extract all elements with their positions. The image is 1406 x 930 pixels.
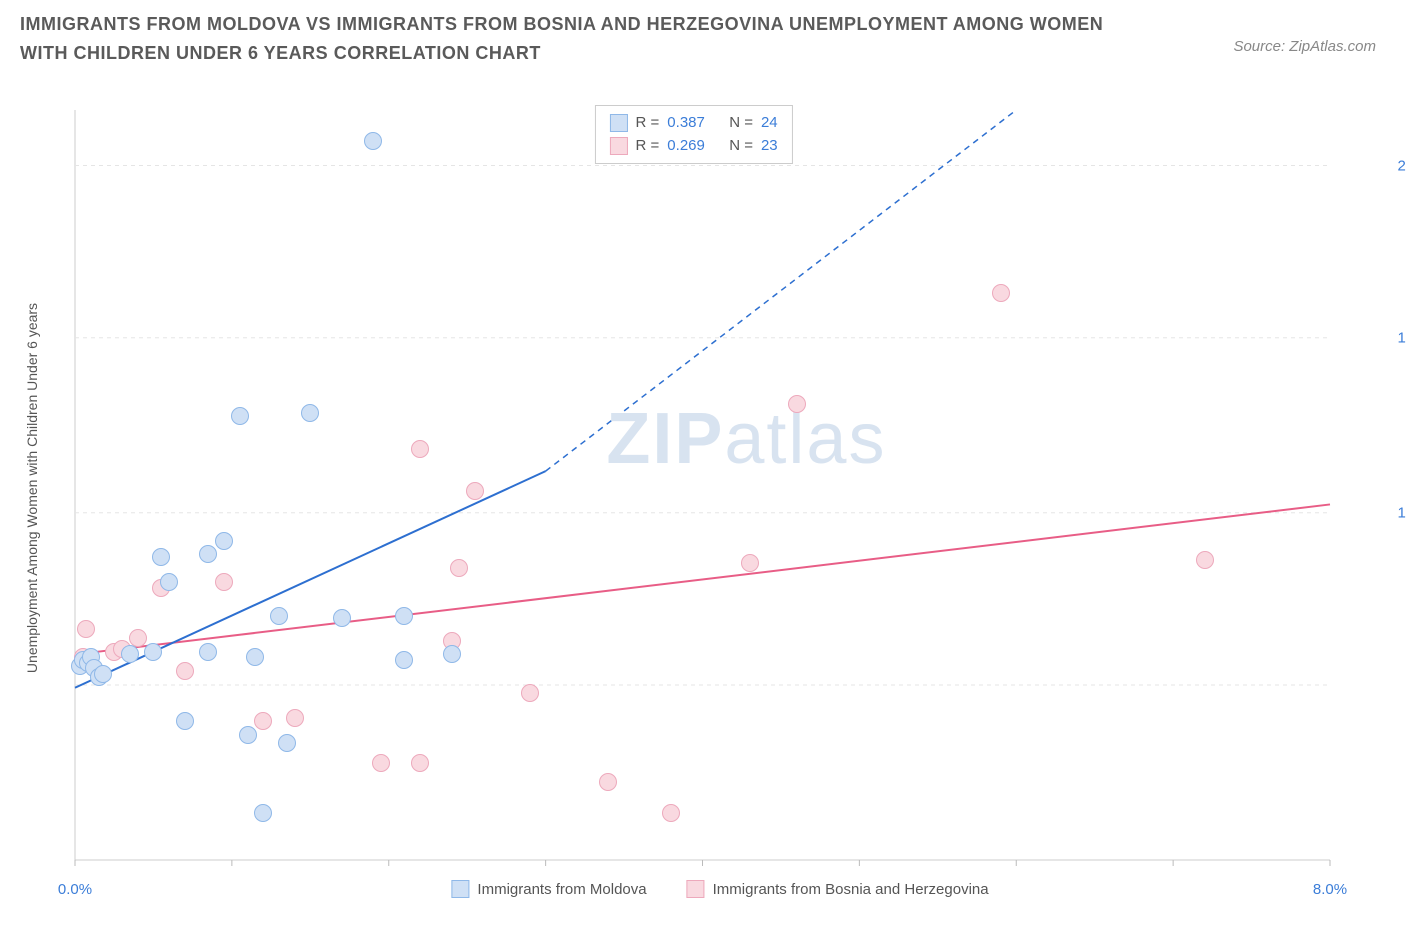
data-point-moldova <box>278 734 296 752</box>
data-point-moldova <box>246 648 264 666</box>
data-point-moldova <box>215 532 233 550</box>
legend-item-bosnia: Immigrants from Bosnia and Herzegovina <box>687 880 989 898</box>
y-tick-label: 25.0% <box>1397 157 1406 174</box>
data-point-bosnia <box>788 395 806 413</box>
data-point-bosnia <box>372 754 390 772</box>
data-point-moldova <box>152 548 170 566</box>
x-tick-label: 0.0% <box>58 881 92 898</box>
r-value-bosnia: 0.269 <box>667 135 705 158</box>
data-point-bosnia <box>77 620 95 638</box>
data-point-bosnia <box>215 573 233 591</box>
legend-row-moldova: R = 0.387 N = 24 <box>610 112 778 135</box>
swatch-icon <box>451 880 469 898</box>
series-legend: Immigrants from Moldova Immigrants from … <box>451 880 988 898</box>
n-value-moldova: 24 <box>761 112 778 135</box>
data-point-moldova <box>395 607 413 625</box>
data-point-bosnia <box>466 482 484 500</box>
data-point-bosnia <box>992 284 1010 302</box>
swatch-icon <box>610 114 628 132</box>
data-point-bosnia <box>521 684 539 702</box>
source-attribution: Source: ZipAtlas.com <box>1233 38 1376 55</box>
data-point-moldova <box>254 804 272 822</box>
data-point-moldova <box>443 645 461 663</box>
data-point-bosnia <box>411 440 429 458</box>
data-point-moldova <box>94 665 112 683</box>
data-point-moldova <box>333 609 351 627</box>
data-point-moldova <box>231 407 249 425</box>
n-value-bosnia: 23 <box>761 135 778 158</box>
data-point-moldova <box>364 132 382 150</box>
data-point-bosnia <box>411 754 429 772</box>
r-label: R = <box>636 135 660 158</box>
y-tick-label: 12.5% <box>1397 504 1406 521</box>
r-label: R = <box>636 112 660 135</box>
data-point-moldova <box>199 643 217 661</box>
data-point-moldova <box>176 712 194 730</box>
data-point-bosnia <box>662 804 680 822</box>
n-label: N = <box>729 112 753 135</box>
data-point-moldova <box>121 645 139 663</box>
legend-item-moldova: Immigrants from Moldova <box>451 880 646 898</box>
data-point-moldova <box>270 607 288 625</box>
chart-container: Unemployment Among Women with Children U… <box>60 100 1380 870</box>
data-point-moldova <box>239 726 257 744</box>
data-point-moldova <box>395 651 413 669</box>
data-point-moldova <box>144 643 162 661</box>
r-value-moldova: 0.387 <box>667 112 705 135</box>
data-point-bosnia <box>176 662 194 680</box>
correlation-legend: R = 0.387 N = 24 R = 0.269 N = 23 <box>595 105 793 164</box>
swatch-icon <box>687 880 705 898</box>
data-point-bosnia <box>286 709 304 727</box>
x-tick-label: 8.0% <box>1313 881 1347 898</box>
legend-label: Immigrants from Bosnia and Herzegovina <box>713 881 989 898</box>
legend-label: Immigrants from Moldova <box>477 881 646 898</box>
data-point-bosnia <box>599 773 617 791</box>
data-point-bosnia <box>741 554 759 572</box>
data-point-bosnia <box>129 629 147 647</box>
scatter-plot <box>60 100 1380 870</box>
n-label: N = <box>729 135 753 158</box>
swatch-icon <box>610 137 628 155</box>
data-point-moldova <box>301 404 319 422</box>
data-point-bosnia <box>254 712 272 730</box>
y-tick-label: 18.8% <box>1397 329 1406 346</box>
data-point-bosnia <box>450 559 468 577</box>
data-point-moldova <box>160 573 178 591</box>
legend-row-bosnia: R = 0.269 N = 23 <box>610 135 778 158</box>
data-point-moldova <box>199 545 217 563</box>
y-axis-label: Unemployment Among Women with Children U… <box>24 303 40 673</box>
chart-title: IMMIGRANTS FROM MOLDOVA VS IMMIGRANTS FR… <box>20 10 1140 68</box>
data-point-bosnia <box>1196 551 1214 569</box>
